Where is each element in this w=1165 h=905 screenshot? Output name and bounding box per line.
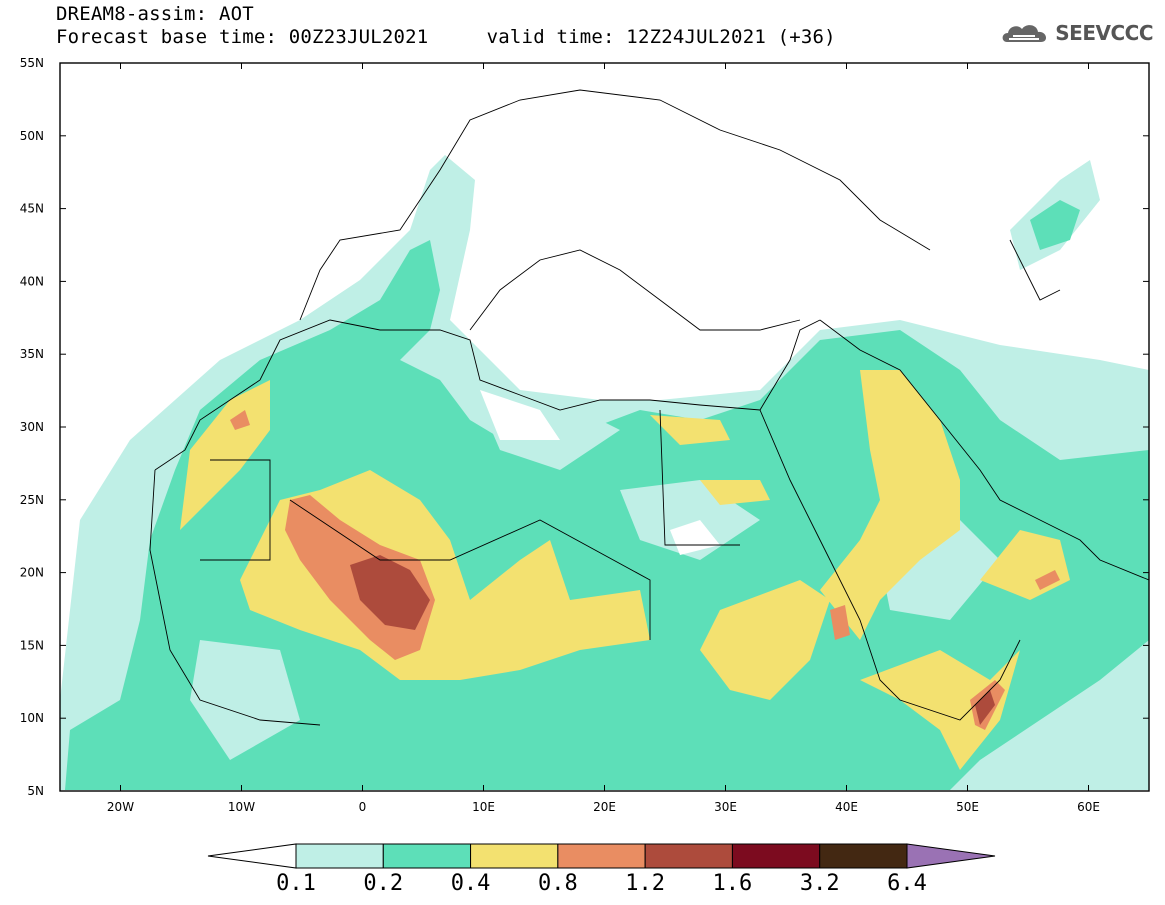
seevccc-logo: SEEVCCC xyxy=(999,20,1153,46)
lon-tick-label: 40E xyxy=(835,800,858,814)
colorbar-swatch xyxy=(819,843,908,869)
lon-tick-label: 10W xyxy=(228,800,255,814)
lat-tick-label: 10N xyxy=(20,711,44,725)
colorbar-swatch xyxy=(731,843,821,869)
lat-tick-label: 45N xyxy=(20,202,44,216)
lon-tick-label: 20W xyxy=(107,800,134,814)
colorbar-label: 1.2 xyxy=(625,871,665,896)
product-title: DREAM8-assim: AOT xyxy=(56,3,254,25)
lat-tick-label: 20N xyxy=(20,566,44,580)
colorbar-low-arrow xyxy=(207,843,297,869)
colorbar-swatch xyxy=(644,843,733,869)
colorbar: 0.1 0.2 0.4 0.8 1.2 1.6 3.2 6.4 xyxy=(207,843,996,896)
lat-tick-label: 55N xyxy=(20,56,44,70)
lon-tick-label: 30E xyxy=(714,800,737,814)
lon-tick-label: 0 xyxy=(359,800,367,814)
colorbar-label: 1.6 xyxy=(713,871,753,896)
longitude-axis: 20W 10W 0 10E 20E 30E 40E 50E 60E xyxy=(107,63,1100,814)
colorbar-high-arrow xyxy=(906,843,996,869)
colorbar-swatch xyxy=(557,843,646,869)
aot-field xyxy=(60,155,1149,790)
lat-tick-label: 35N xyxy=(20,347,44,361)
logo-text: SEEVCCC xyxy=(1055,21,1153,45)
lat-tick-label: 25N xyxy=(20,493,44,507)
colorbar-swatch xyxy=(382,843,472,869)
colorbar-swatch xyxy=(470,843,559,869)
lat-tick-label: 50N xyxy=(20,129,44,143)
coastlines xyxy=(149,89,1149,726)
lat-tick-label: 30N xyxy=(20,420,44,434)
lon-tick-label: 20E xyxy=(593,800,616,814)
aot-clear-pockets xyxy=(480,390,720,555)
colorbar-label: 0.1 xyxy=(276,871,316,896)
colorbar-label: 3.2 xyxy=(800,871,840,896)
cloud-icon xyxy=(1002,25,1047,42)
lon-tick-label: 10E xyxy=(472,800,495,814)
aot-band-1.2 xyxy=(350,555,995,725)
lat-tick-label: 40N xyxy=(20,274,44,288)
lat-tick-label: 5N xyxy=(27,784,44,798)
latitude-axis: 55N 50N 45N 40N 35N 30N 25N 20N 15N 10N 5N xyxy=(20,56,1149,798)
colorbar-label: 0.2 xyxy=(363,871,403,896)
colorbar-label: 6.4 xyxy=(887,871,927,896)
colorbar-label: 0.8 xyxy=(538,871,578,896)
forecast-time-line: Forecast base time: 00Z23JUL2021 valid t… xyxy=(56,26,836,48)
colorbar-label: 0.4 xyxy=(451,871,491,896)
lon-tick-label: 50E xyxy=(956,800,979,814)
lon-tick-label: 60E xyxy=(1077,800,1100,814)
colorbar-swatch xyxy=(295,843,384,869)
lat-tick-label: 15N xyxy=(20,638,44,652)
